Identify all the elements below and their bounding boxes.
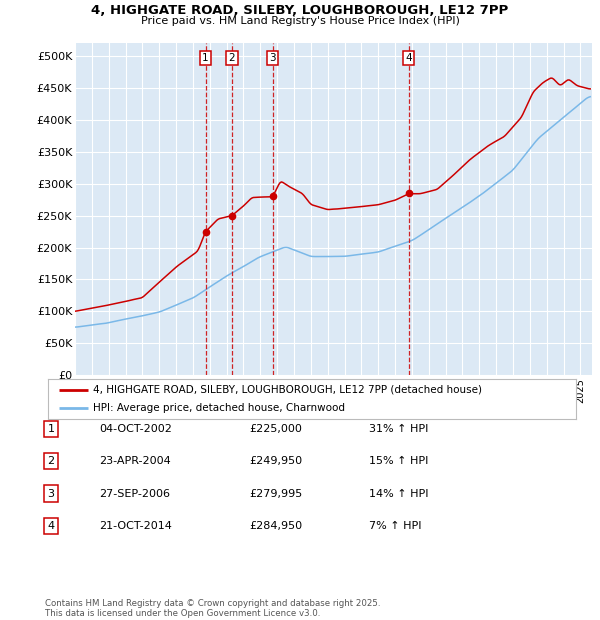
Text: 4: 4 (405, 53, 412, 63)
Text: 31% ↑ HPI: 31% ↑ HPI (369, 424, 428, 434)
Text: 4, HIGHGATE ROAD, SILEBY, LOUGHBOROUGH, LE12 7PP: 4, HIGHGATE ROAD, SILEBY, LOUGHBOROUGH, … (91, 4, 509, 17)
Text: HPI: Average price, detached house, Charnwood: HPI: Average price, detached house, Char… (93, 403, 345, 413)
Text: 2: 2 (47, 456, 55, 466)
Text: 7% ↑ HPI: 7% ↑ HPI (369, 521, 421, 531)
Text: £249,950: £249,950 (249, 456, 302, 466)
Text: £279,995: £279,995 (249, 489, 302, 498)
Text: 1: 1 (47, 424, 55, 434)
Text: Contains HM Land Registry data © Crown copyright and database right 2025.
This d: Contains HM Land Registry data © Crown c… (45, 599, 380, 618)
Text: 2: 2 (229, 53, 235, 63)
Text: 04-OCT-2002: 04-OCT-2002 (99, 424, 172, 434)
Text: £225,000: £225,000 (249, 424, 302, 434)
Text: 23-APR-2004: 23-APR-2004 (99, 456, 171, 466)
Text: 4: 4 (47, 521, 55, 531)
Text: 4, HIGHGATE ROAD, SILEBY, LOUGHBOROUGH, LE12 7PP (detached house): 4, HIGHGATE ROAD, SILEBY, LOUGHBOROUGH, … (93, 385, 482, 395)
Text: 1: 1 (202, 53, 209, 63)
Text: Price paid vs. HM Land Registry's House Price Index (HPI): Price paid vs. HM Land Registry's House … (140, 16, 460, 26)
Text: 3: 3 (269, 53, 276, 63)
Text: 15% ↑ HPI: 15% ↑ HPI (369, 456, 428, 466)
Text: 3: 3 (47, 489, 55, 498)
Text: 27-SEP-2006: 27-SEP-2006 (99, 489, 170, 498)
Text: £284,950: £284,950 (249, 521, 302, 531)
Text: 14% ↑ HPI: 14% ↑ HPI (369, 489, 428, 498)
Text: 21-OCT-2014: 21-OCT-2014 (99, 521, 172, 531)
